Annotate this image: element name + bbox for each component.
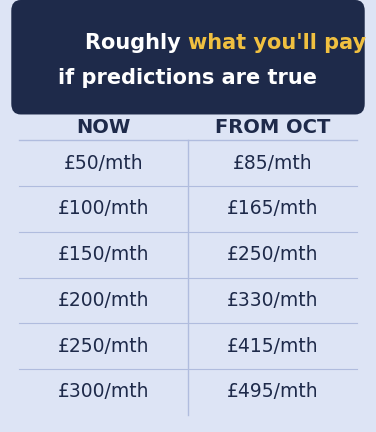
Text: FROM OCT: FROM OCT [215,118,330,137]
Text: £415/mth: £415/mth [227,337,318,356]
Text: NOW: NOW [76,118,130,137]
Text: £165/mth: £165/mth [227,200,318,219]
Text: if predictions are true: if predictions are true [59,68,317,88]
Text: £50/mth: £50/mth [64,154,143,173]
Text: £250/mth: £250/mth [227,245,318,264]
Text: £85/mth: £85/mth [233,154,312,173]
Text: £100/mth: £100/mth [58,200,149,219]
Text: £330/mth: £330/mth [227,291,318,310]
FancyBboxPatch shape [11,0,365,114]
Text: £300/mth: £300/mth [58,382,149,401]
Text: £250/mth: £250/mth [58,337,149,356]
Text: Roughly: Roughly [85,33,188,53]
Text: £150/mth: £150/mth [58,245,149,264]
Text: £495/mth: £495/mth [227,382,318,401]
Text: what you'll pay: what you'll pay [188,33,366,53]
Text: £200/mth: £200/mth [58,291,149,310]
